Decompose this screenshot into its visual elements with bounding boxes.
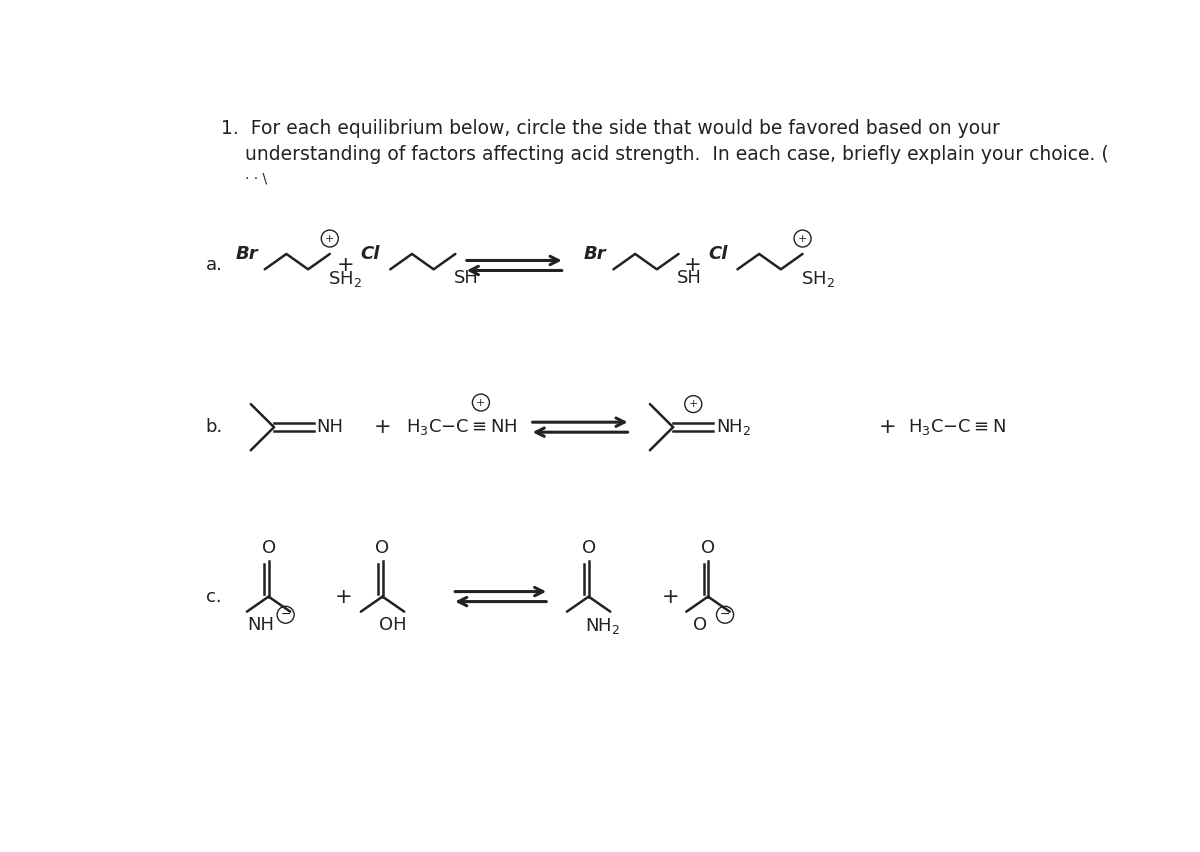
Text: 1.  For each equilibrium below, circle the side that would be favored based on y: 1. For each equilibrium below, circle th… [221,119,1000,138]
Text: Br: Br [235,245,258,263]
Text: +: + [373,417,391,437]
Text: O: O [694,616,707,634]
Text: Br: Br [584,245,607,263]
Text: b.: b. [206,418,223,436]
Text: SH: SH [454,269,479,287]
Text: +: + [662,586,679,607]
Text: a.: a. [206,256,223,274]
Text: Cl: Cl [361,245,380,263]
Text: H$_3$C$-$C$\equiv$N: H$_3$C$-$C$\equiv$N [908,417,1006,437]
Text: NH: NH [317,418,343,436]
Text: · · \: · · \ [245,171,266,186]
Text: O: O [262,538,276,556]
Text: O: O [582,538,595,556]
Text: +: + [798,233,808,244]
Text: c.: c. [206,588,222,606]
Text: +: + [878,417,896,437]
Text: O: O [701,538,715,556]
Text: $\mathrm{SH_2}$: $\mathrm{SH_2}$ [802,269,835,290]
Text: +: + [684,256,701,275]
Text: NH: NH [247,616,275,634]
Text: SH: SH [677,269,702,287]
Text: −: − [281,608,290,621]
Text: +: + [335,586,353,607]
Text: NH$_2$: NH$_2$ [584,616,620,636]
Text: +: + [476,398,486,407]
Text: +: + [689,399,698,409]
Text: understanding of factors affecting acid strength.  In each case, briefly explain: understanding of factors affecting acid … [245,146,1109,164]
Text: $\mathrm{SH_2}$: $\mathrm{SH_2}$ [329,269,362,290]
Text: O: O [376,538,390,556]
Text: NH$_2$: NH$_2$ [715,417,751,437]
Text: OH: OH [379,616,407,634]
Text: H$_3$C$-$C$\equiv$NH: H$_3$C$-$C$\equiv$NH [406,417,517,437]
Text: −: − [720,608,731,621]
Text: +: + [325,233,335,244]
Text: Cl: Cl [708,245,727,263]
Text: +: + [336,256,354,275]
